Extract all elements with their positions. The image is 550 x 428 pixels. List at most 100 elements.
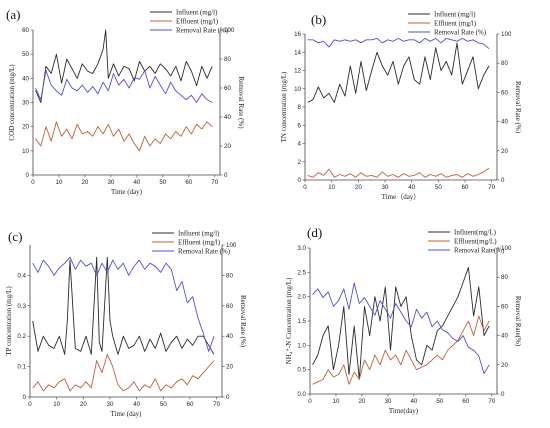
x-tick-label: 50 [436,398,443,405]
x-tick-label: 40 [133,401,140,408]
series-line-influent [307,42,490,103]
x-tick-label: 30 [107,179,114,186]
y-left-tick-label: 50 [22,51,29,58]
series-line-effluent [312,315,490,385]
x-tick-label: 60 [185,179,192,186]
x-tick-label: 10 [56,179,63,186]
y-right-tick-label: 20 [501,362,508,369]
y-right-tick-label: 40 [224,114,231,121]
x-tick-label: 70 [488,184,495,191]
y-left-tick-label: 2.0 [297,294,306,301]
y-right-tick-label: 80 [226,272,233,279]
series-line-removal [307,37,490,49]
panel-label: (b) [311,12,326,27]
y-left-tick-label: 30 [22,100,29,107]
x-tick-label: 40 [408,184,415,191]
y-left-tick-label: 3.0 [297,245,306,252]
y-left-tick-label: 0 [26,172,30,179]
x-tick-label: 10 [53,401,60,408]
x-tick-label: 20 [358,398,365,405]
y-right-tick-label: 40 [501,119,508,126]
panel-label: (a) [6,7,20,22]
y-right-tick-label: 20 [224,143,231,150]
y-left-tick-label: 2.5 [297,269,306,276]
y-left-tick-label: 0 [23,394,27,401]
legend-label-effluent: Effluent (mg/l) [176,18,219,26]
series-line-effluent [307,167,490,178]
y-left-tick-label: 40 [22,75,29,82]
x-tick-label: 40 [410,398,417,405]
y-right-tick-label: 60 [501,89,508,96]
y-right-tick-label: 20 [226,364,233,371]
legend-label-influent: Influent (mg/l) [176,9,218,17]
series-line-effluent [35,121,213,152]
y-left-tick-label: 6 [298,122,302,129]
x-tick-label: 60 [462,184,469,191]
y-axis-left-title: NH₄⁺-N Concentration (mg/L) [285,277,293,364]
y-left-tick-label: 0.5 [297,367,306,374]
y-left-tick-label: 16 [294,31,301,38]
legend-label-removal: Removal Rate (%) [178,248,231,256]
y-left-tick-label: 0.0 [297,391,306,398]
y-right-tick-label: 40 [501,333,508,340]
chart-panel-c: (c) 0 10 20 30 40 50 60 70 0 0.1 0.2 0.3 0.4 0 20 40 60 80… [5,229,247,418]
y-axis-right-title: Removal Rate (%) [239,295,247,348]
y-left-tick-label: 0.1 [17,364,26,371]
x-tick-label: 30 [107,401,114,408]
x-tick-label: 20 [80,401,87,408]
series-line-influent [312,267,490,380]
y-left-tick-label: 0 [298,177,302,184]
x-tick-label: 30 [382,184,389,191]
y-right-tick-label: 60 [501,303,508,310]
series-line-effluent [32,353,215,392]
x-tick-label: 0 [308,398,312,405]
y-axis-right-title: Removal Rate(%) [514,296,522,347]
y-right-tick-label: 0 [501,391,505,398]
x-tick-label: 70 [488,398,495,405]
y-left-tick-label: 8 [298,104,302,111]
y-left-tick-label: 20 [22,124,29,131]
legend-label-effluent: Effluent(mg/L) [454,238,497,246]
y-left-tick-label: 1.0 [297,342,306,349]
x-tick-label: 20 [355,184,362,191]
legend-label-influent: Influent (mg/l) [178,230,220,238]
legend-label-removal: Removal Rate(%) [454,247,505,255]
chart-panel-d: (d) 0 10 20 30 40 50 60 70 0.0 0.5 1.0 1.5 2.0 2.5 3.0 0… [285,225,522,415]
y-left-tick-label: 14 [294,49,301,56]
chart-panel-b: (b) 0 10 20 30 40 50 60 70 0 2 4 6 8 10 12 14 16 0 20 40 60 80… [280,11,522,202]
y-left-tick-label: 0.2 [17,333,26,340]
x-axis-title: Time (day) [111,188,143,196]
legend-label-influent: Influent(mg/L) [454,229,497,237]
series-line-influent [32,256,215,355]
x-tick-label: 50 [160,401,167,408]
y-right-tick-label: 60 [226,303,233,310]
y-axis-left-title: TP concentration (mg/L) [5,286,13,356]
legend-label-effluent: Effluent (mg/l) [434,20,477,28]
x-axis-title: Time（day） [382,193,421,201]
y-left-tick-label: 0.4 [17,272,26,279]
panel-label: (c) [8,229,22,244]
y-axis-left-title: COD concentration (mg/L) [8,64,16,141]
x-tick-label: 70 [211,179,218,186]
legend-label-effluent: Effluent (mg/l) [178,239,221,247]
x-axis-title: Time (day) [110,410,142,418]
legend-label-removal: Removal Rate (%) [434,29,487,37]
y-right-tick-label: 0 [226,394,230,401]
series-line-removal [35,70,213,103]
y-left-tick-label: 12 [294,68,301,75]
y-right-tick-label: 40 [226,333,233,340]
y-right-tick-label: 100 [224,27,235,34]
y-left-tick-label: 4 [298,141,302,148]
y-right-tick-label: 0 [501,177,505,184]
x-axis-title: Time(day) [389,407,419,415]
x-tick-label: 0 [303,184,307,191]
y-axis-right-title: Removal Rate (%) [514,81,522,134]
y-right-tick-label: 100 [226,242,237,249]
x-tick-label: 10 [333,398,340,405]
y-right-tick-label: 100 [501,31,512,38]
y-right-tick-label: 80 [501,274,508,281]
x-tick-label: 20 [81,179,88,186]
y-right-tick-label: 0 [224,172,228,179]
panel-label: (d) [307,225,322,240]
